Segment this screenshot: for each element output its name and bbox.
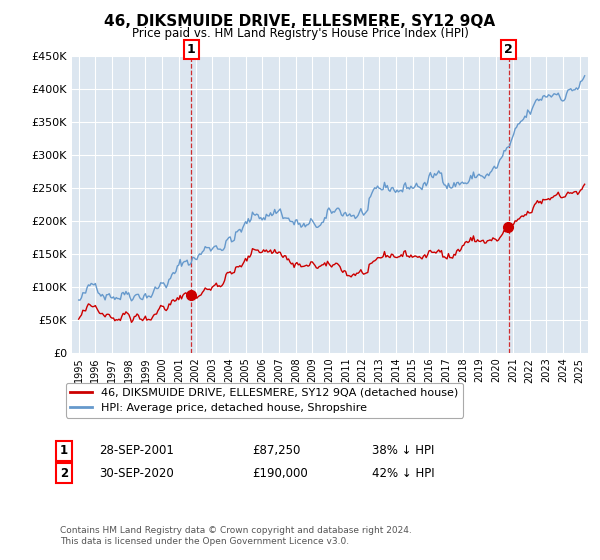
Text: 30-SEP-2020: 30-SEP-2020 xyxy=(99,466,174,480)
Text: 38% ↓ HPI: 38% ↓ HPI xyxy=(372,444,434,458)
Text: Contains HM Land Registry data © Crown copyright and database right 2024.
This d: Contains HM Land Registry data © Crown c… xyxy=(60,526,412,546)
Text: 28-SEP-2001: 28-SEP-2001 xyxy=(99,444,174,458)
Text: Price paid vs. HM Land Registry's House Price Index (HPI): Price paid vs. HM Land Registry's House … xyxy=(131,27,469,40)
Text: 1: 1 xyxy=(187,43,196,56)
Text: 46, DIKSMUIDE DRIVE, ELLESMERE, SY12 9QA: 46, DIKSMUIDE DRIVE, ELLESMERE, SY12 9QA xyxy=(104,14,496,29)
Text: £87,250: £87,250 xyxy=(252,444,301,458)
Text: 42% ↓ HPI: 42% ↓ HPI xyxy=(372,466,434,480)
Text: 2: 2 xyxy=(60,466,68,480)
Text: 2: 2 xyxy=(505,43,513,56)
Text: £190,000: £190,000 xyxy=(252,466,308,480)
Text: 1: 1 xyxy=(60,444,68,458)
Legend: 46, DIKSMUIDE DRIVE, ELLESMERE, SY12 9QA (detached house), HPI: Average price, d: 46, DIKSMUIDE DRIVE, ELLESMERE, SY12 9QA… xyxy=(65,383,463,418)
